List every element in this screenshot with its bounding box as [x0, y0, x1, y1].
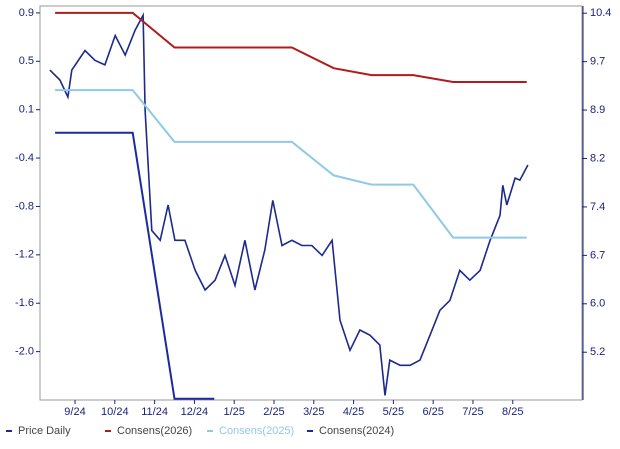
y2-tick-label: 9.7 [590, 56, 605, 68]
legend-label: Consens(2026) [117, 425, 192, 437]
series-line [49, 12, 529, 396]
plot-frame [39, 5, 583, 401]
y-tick-label: -1.2 [15, 249, 34, 261]
x-tick-label: 1/25 [223, 406, 244, 418]
legend-label: Consens(2025) [219, 425, 294, 437]
y2-tick-label: 7.4 [590, 201, 605, 213]
x-tick-label: 12/24 [181, 406, 209, 418]
x-tick-label: 9/24 [64, 406, 85, 418]
x-tick-label: 10/24 [101, 406, 129, 418]
series-line [55, 11, 527, 83]
x-tick-label: 5/25 [383, 406, 404, 418]
x-tick-label: 8/25 [502, 406, 523, 418]
series-line [55, 131, 215, 400]
y2-tick-label: 8.2 [590, 152, 605, 164]
y-tick-label: -2.0 [15, 346, 34, 358]
legend-label: Consens(2024) [319, 425, 394, 437]
y-tick-label: 0.9 [19, 7, 34, 19]
x-tick-label: 6/25 [422, 406, 443, 418]
x-tick-label: 7/25 [462, 406, 483, 418]
x-tick-label: 11/24 [141, 406, 168, 418]
y-tick-label: -1.6 [15, 297, 34, 309]
legend-label: Price Daily [18, 425, 71, 437]
series-line [55, 89, 527, 239]
y2-tick-label: 10.4 [590, 7, 611, 19]
y2-tick-label: 6.0 [590, 298, 605, 310]
y-tick-label: 0.1 [19, 104, 34, 116]
x-tick-label: 2/25 [263, 406, 284, 418]
x-tick-label: 3/25 [303, 406, 324, 418]
x-tick-label: 4/25 [343, 406, 364, 418]
y2-tick-label: 8.9 [590, 104, 605, 116]
y2-tick-label: 6.7 [590, 249, 605, 261]
y-tick-label: 0.5 [19, 55, 34, 67]
y-tick-label: -0.4 [15, 152, 34, 164]
y-tick-label: -0.8 [15, 200, 34, 212]
y2-tick-label: 5.2 [590, 346, 605, 358]
